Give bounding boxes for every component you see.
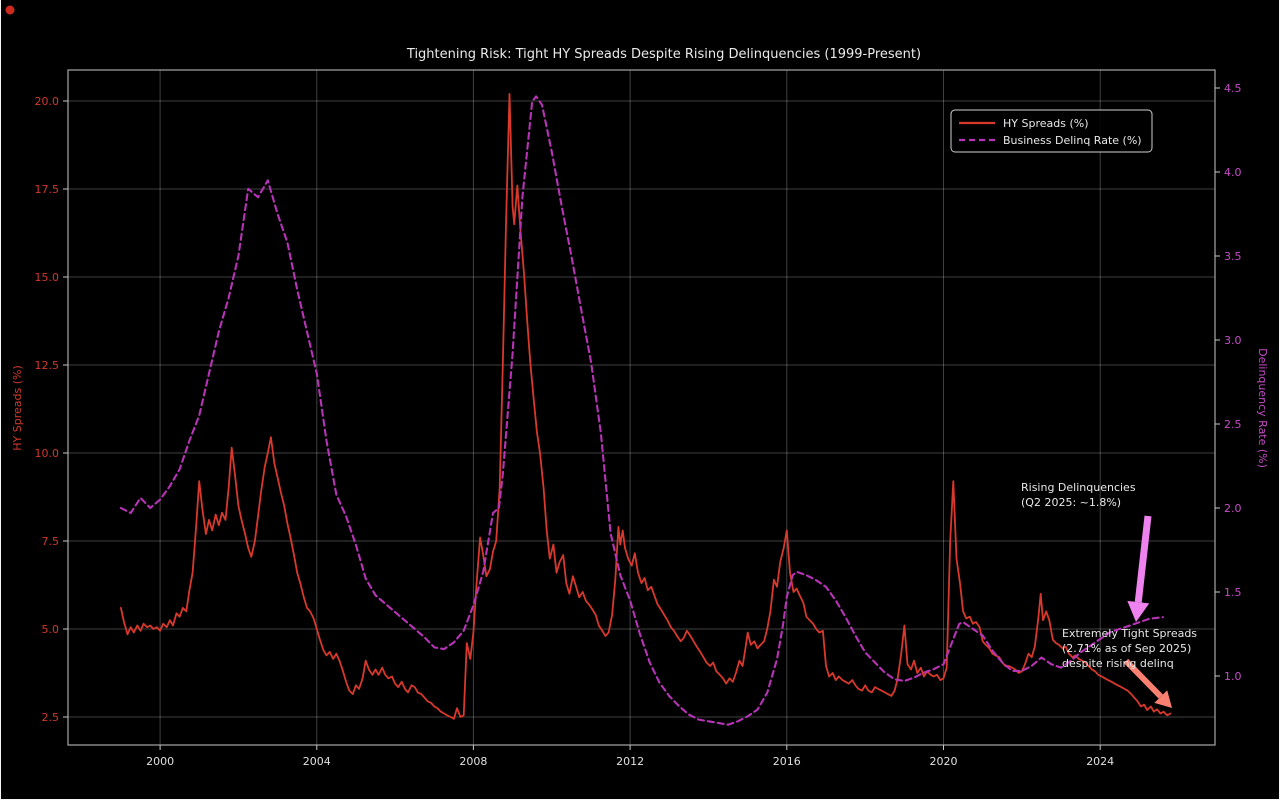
right-tick-label: 4.0 <box>1224 166 1242 179</box>
tight-arrow-head <box>1154 690 1172 708</box>
chart-title: Tightening Risk: Tight HY Spreads Despit… <box>406 47 921 62</box>
business-delinq-line <box>119 95 1164 726</box>
annotation-rising-line1: Rising Delinquencies <box>1021 481 1136 494</box>
left-tick-label: 12.5 <box>35 359 60 372</box>
annotation-tight-spreads: Extremely Tight Spreads (2.71% as of Sep… <box>1062 627 1197 670</box>
x-tick-label: 2024 <box>1086 755 1114 768</box>
legend-label-delinq-rate: Business Delinq Rate (%) <box>1003 134 1142 147</box>
annotation-tight-line2: (2.71% as of Sep 2025) <box>1062 642 1191 655</box>
right-tick-label: 2.0 <box>1224 502 1242 515</box>
x-tick-label: 2020 <box>930 755 958 768</box>
right-tick-label: 2.5 <box>1224 418 1242 431</box>
x-tick-label: 2000 <box>146 755 174 768</box>
tight-arrow-shaft <box>1123 658 1163 699</box>
right-tick-label: 3.5 <box>1224 250 1242 263</box>
right-tick-label: 3.0 <box>1224 334 1242 347</box>
left-tick-label: 17.5 <box>35 183 60 196</box>
right-axis-label: Delinquency Rate (%) <box>1256 348 1269 468</box>
x-tick-label: 2016 <box>773 755 801 768</box>
annotation-rising-delinquencies: Rising Delinquencies (Q2 2025: ~1.8%) <box>1021 481 1136 509</box>
annotation-rising-line2: (Q2 2025: ~1.8%) <box>1021 496 1121 509</box>
left-tick-label: 15.0 <box>35 271 60 284</box>
x-tick-label: 2012 <box>616 755 644 768</box>
gridlines <box>68 70 1215 745</box>
left-tick-label: 5.0 <box>42 623 60 636</box>
left-tick-label: 10.0 <box>35 447 60 460</box>
annotation-tight-line1: Extremely Tight Spreads <box>1062 627 1197 640</box>
right-tick-label: 1.5 <box>1224 586 1242 599</box>
data-series <box>119 93 1172 726</box>
rising-arrow-shaft <box>1134 515 1152 603</box>
legend-label-hy-spreads: HY Spreads (%) <box>1003 117 1089 130</box>
legend: HY Spreads (%) Business Delinq Rate (%) <box>950 109 1153 153</box>
annotation-arrows <box>1123 515 1172 708</box>
x-tick-label: 2008 <box>459 755 487 768</box>
red-dot-indicator <box>5 5 15 15</box>
left-tick-label: 7.5 <box>42 535 60 548</box>
left-tick-label: 2.5 <box>42 711 60 724</box>
right-tick-label: 4.5 <box>1224 82 1242 95</box>
left-axis-label: HY Spreads (%) <box>11 365 24 451</box>
left-tick-label: 20.0 <box>35 95 60 108</box>
axis-ticks: 2000 2004 2008 2012 2016 2020 2024 2.5 5.0 7.5 10.… <box>35 82 1242 768</box>
annotation-tight-line3: despite rising delinq <box>1062 657 1174 670</box>
legend-box <box>950 109 1153 153</box>
right-tick-label: 1.0 <box>1224 670 1242 683</box>
rising-arrow-head <box>1127 600 1150 622</box>
x-tick-label: 2004 <box>303 755 331 768</box>
plot-border <box>67 69 1216 746</box>
